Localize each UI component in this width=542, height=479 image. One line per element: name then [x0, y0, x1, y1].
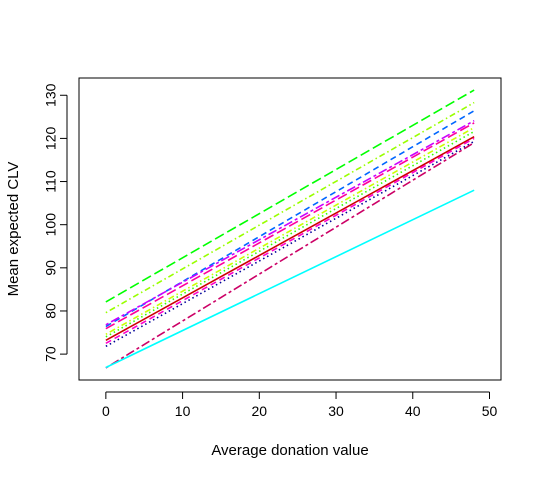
y-tick-label: 90: [43, 260, 59, 276]
x-tick-label: 40: [405, 403, 421, 419]
x-axis-title: Average donation value: [211, 442, 368, 459]
y-tick-label: 80: [43, 303, 59, 319]
y-tick-label: 110: [43, 170, 59, 193]
x-tick-label: 30: [328, 403, 344, 419]
y-tick-label: 130: [43, 83, 59, 107]
x-axis: 0 10 20 30 40 50: [102, 391, 498, 419]
y-tick-label: 120: [43, 127, 59, 151]
series-line-5: [105, 122, 475, 330]
y-tick-label: 70: [43, 346, 59, 362]
x-tick-label: 0: [102, 403, 110, 419]
series-line-4: [105, 120, 475, 326]
y-axis-title: Mean expected CLV: [5, 162, 22, 297]
series-line-11: [105, 142, 475, 369]
series-line-2: [105, 101, 475, 314]
series-line-9: [105, 137, 475, 345]
x-tick-label: 10: [175, 403, 191, 419]
series-line-10: [105, 140, 475, 348]
series-line-12: [105, 189, 475, 369]
series-line-7: [105, 130, 475, 338]
y-tick-label: 100: [43, 213, 59, 237]
series-line-1: [105, 89, 475, 303]
series-line-6: [105, 126, 475, 335]
y-axis: 70 80 90 100 110 120 130: [43, 83, 68, 362]
x-tick-label: 50: [482, 403, 498, 419]
x-tick-label: 20: [252, 403, 268, 419]
series-line-3: [105, 110, 475, 328]
series-layer: [105, 89, 475, 369]
plot-frame: [78, 77, 502, 381]
series-line-8: [105, 135, 475, 342]
